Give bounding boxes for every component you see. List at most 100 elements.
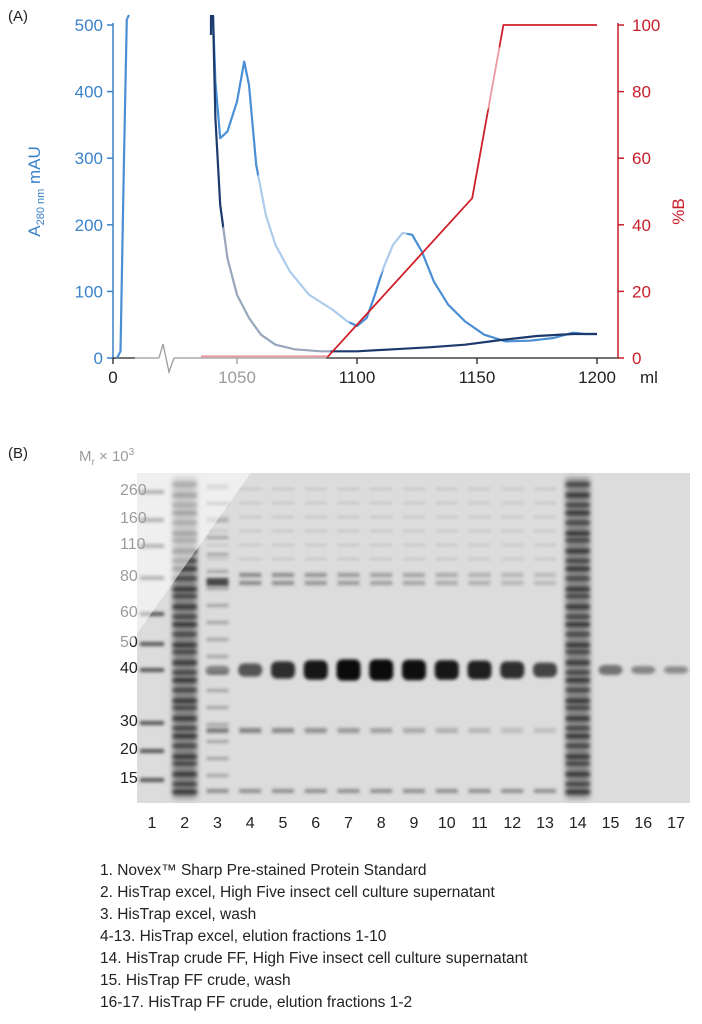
faint-band [272, 502, 294, 504]
faint-band [206, 488, 229, 490]
smear-band [565, 559, 590, 563]
elution-band-40 [303, 660, 328, 680]
ladder-band [140, 721, 164, 725]
smear-band [565, 706, 590, 710]
smear-band [565, 510, 590, 515]
left-axis-label: A280 nm mAU [25, 146, 47, 237]
right-axis-label: %B [669, 198, 688, 224]
band-80-lower [239, 581, 262, 585]
faint-band [435, 530, 458, 532]
legend-line: 3. HisTrap excel, wash [100, 906, 257, 923]
faint-band [206, 502, 229, 504]
smear-band [172, 744, 197, 748]
lane-number: 11 [471, 815, 488, 832]
band-80-lower [435, 581, 458, 585]
band-80-upper [272, 573, 294, 577]
smear-band [565, 789, 590, 794]
smear-lane [565, 478, 590, 798]
x-axis-tick-label: 1200 [578, 368, 616, 387]
lane-number: 13 [536, 815, 554, 832]
faint-band [206, 530, 229, 532]
elution-band-40 [369, 659, 394, 681]
elution-band-40 [500, 661, 525, 679]
band-80-upper [239, 573, 262, 577]
lane-number: 10 [437, 815, 456, 832]
faint-band [337, 488, 360, 490]
band-30 [435, 728, 458, 733]
lane-number: 8 [376, 815, 386, 832]
band-15 [206, 789, 229, 793]
smear-band [172, 604, 197, 609]
faint-band [337, 516, 360, 518]
smear-band [172, 483, 197, 486]
smear-band [565, 594, 590, 598]
band-80-upper [403, 573, 425, 577]
smear-band [565, 538, 590, 542]
faint-band [239, 516, 262, 518]
smear-band [172, 650, 197, 654]
faint-band [370, 502, 393, 504]
smear-band [565, 650, 590, 654]
smear-band [565, 622, 590, 627]
smear-band [565, 587, 590, 592]
mw-tick-label: 30 [120, 713, 138, 730]
band-30 [337, 728, 360, 733]
band-15 [435, 789, 458, 793]
panel-a-label: (A) [8, 8, 28, 25]
smear-band [172, 632, 197, 636]
wash-band [206, 553, 229, 556]
band-80-upper [337, 573, 360, 577]
smear-lane [172, 478, 197, 798]
smear-band [172, 587, 197, 592]
smear-band [172, 510, 197, 515]
mw-tick-label: 20 [120, 741, 138, 758]
mw-tick-label: 260 [120, 482, 147, 499]
wash-band [206, 706, 229, 709]
smear-band [565, 734, 590, 739]
lane-number: 5 [278, 815, 288, 832]
band-80-lower [370, 581, 393, 585]
smear-band [172, 594, 197, 598]
smear-band [172, 538, 197, 542]
smear-band [565, 671, 590, 674]
band-15 [337, 789, 360, 793]
band-80-upper [468, 573, 491, 577]
wash-band [206, 587, 229, 590]
elution-band-40 [434, 660, 459, 680]
faint-band [435, 488, 458, 490]
right-axis-tick-label: 40 [632, 216, 651, 235]
smear-band [172, 493, 197, 498]
x-axis-unit: ml [640, 368, 658, 387]
faint-band [337, 502, 360, 504]
band-15 [534, 789, 556, 793]
mw-tick-label: 60 [120, 604, 138, 621]
band-15 [403, 789, 425, 793]
faint-band [304, 544, 327, 546]
smear-band [565, 772, 590, 777]
wash-band [206, 570, 229, 573]
smear-band [565, 688, 590, 692]
mw-tick-label: 15 [120, 770, 138, 787]
smear-band [565, 566, 590, 571]
smear-band [172, 622, 197, 627]
faint-band [403, 544, 425, 546]
lane-number: 17 [667, 815, 685, 832]
faint-band [435, 544, 458, 546]
faint-band [239, 530, 262, 532]
band-15 [501, 789, 524, 793]
lane-number: 16 [634, 815, 653, 832]
band-80-lower [468, 581, 491, 585]
elution-band-40 [238, 663, 263, 677]
smear-band [565, 744, 590, 748]
band-80-lower [272, 581, 294, 585]
faint-band [239, 502, 262, 504]
smear-band [172, 789, 197, 794]
band-80-lower [534, 581, 556, 585]
faint-band [304, 558, 327, 560]
x-axis-tick-label: 0 [108, 368, 117, 387]
smear-band [172, 706, 197, 710]
faint-band [403, 558, 425, 560]
smear-band [172, 734, 197, 739]
lane-number: 4 [245, 815, 255, 832]
band-30 [403, 728, 425, 733]
